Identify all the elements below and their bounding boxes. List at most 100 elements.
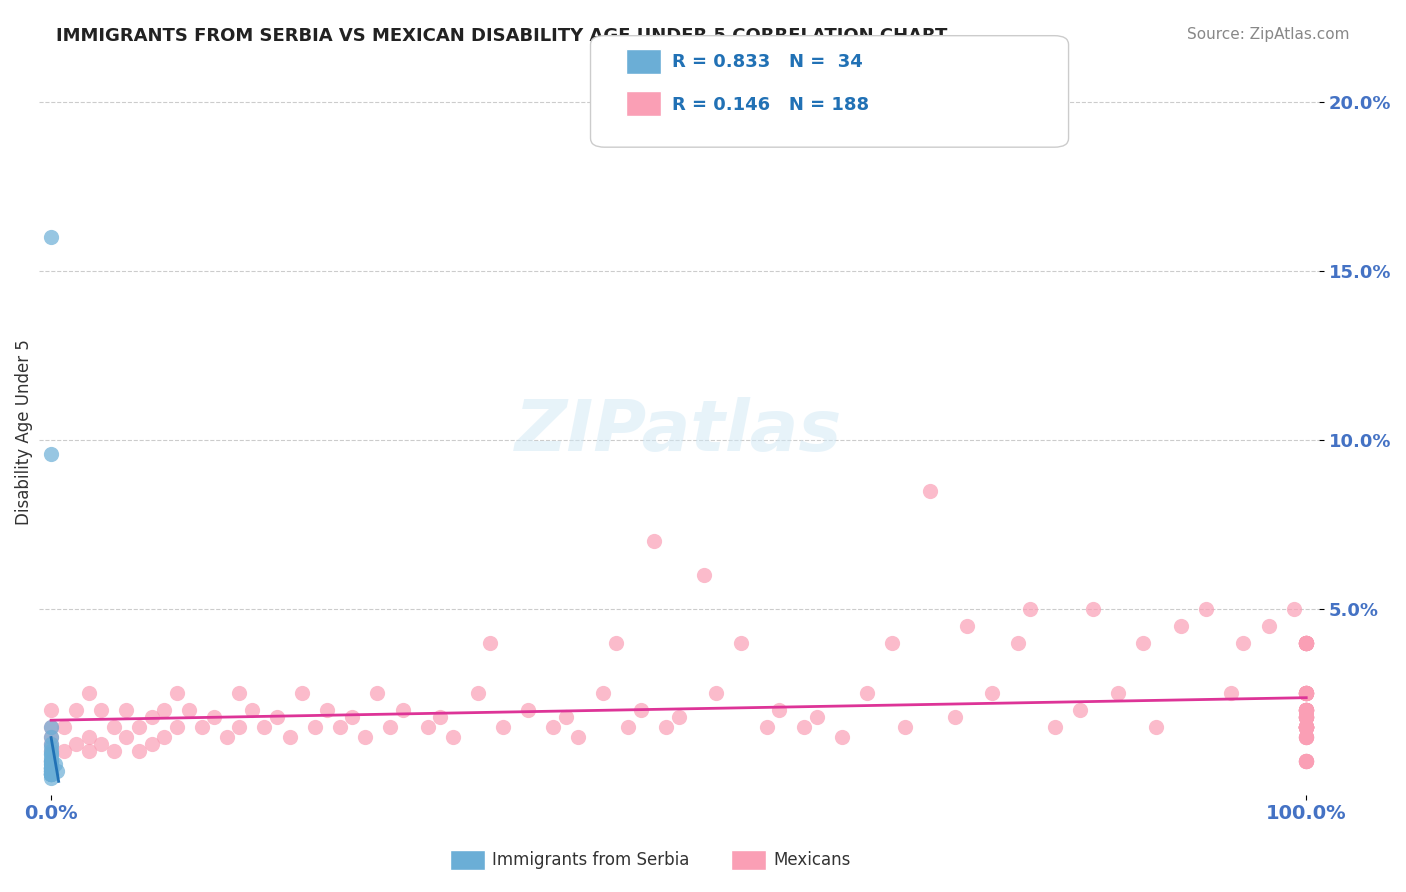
Mexicans xyxy=(630,703,652,717)
Mexicans xyxy=(567,731,589,745)
Mexicans xyxy=(228,720,250,734)
Mexicans xyxy=(215,731,238,745)
Mexicans xyxy=(1295,710,1317,724)
Immigrants from Serbia xyxy=(39,767,62,781)
Mexicans xyxy=(416,720,439,734)
Mexicans xyxy=(668,710,690,724)
Mexicans xyxy=(378,720,401,734)
Mexicans xyxy=(1295,720,1317,734)
Mexicans xyxy=(655,720,678,734)
Mexicans xyxy=(806,710,828,724)
Mexicans xyxy=(1295,710,1317,724)
Immigrants from Serbia xyxy=(39,767,62,781)
Immigrants from Serbia xyxy=(39,747,62,762)
Mexicans xyxy=(1295,720,1317,734)
Mexicans xyxy=(202,710,225,724)
Mexicans xyxy=(755,720,778,734)
Mexicans xyxy=(39,737,62,751)
Mexicans xyxy=(103,744,125,758)
Mexicans xyxy=(1295,686,1317,700)
Mexicans xyxy=(1295,720,1317,734)
Mexicans xyxy=(52,720,75,734)
Mexicans xyxy=(1295,703,1317,717)
Mexicans xyxy=(592,686,614,700)
Mexicans xyxy=(77,744,100,758)
Mexicans xyxy=(768,703,790,717)
Mexicans xyxy=(1170,619,1192,633)
Mexicans xyxy=(1295,703,1317,717)
Immigrants from Serbia xyxy=(39,761,62,775)
Mexicans xyxy=(1295,703,1317,717)
Mexicans xyxy=(1295,731,1317,745)
Mexicans xyxy=(1295,754,1317,768)
Mexicans xyxy=(39,744,62,758)
Mexicans xyxy=(1295,720,1317,734)
Immigrants from Serbia xyxy=(39,767,62,781)
Mexicans xyxy=(1295,720,1317,734)
Mexicans xyxy=(77,731,100,745)
Mexicans xyxy=(1295,686,1317,700)
Mexicans xyxy=(1007,636,1029,650)
Mexicans xyxy=(1219,686,1241,700)
Mexicans xyxy=(1107,686,1129,700)
Immigrants from Serbia xyxy=(39,447,62,461)
Mexicans xyxy=(179,703,201,717)
Mexicans xyxy=(166,686,188,700)
Mexicans xyxy=(1069,703,1091,717)
Mexicans xyxy=(479,636,502,650)
Mexicans xyxy=(1295,754,1317,768)
Mexicans xyxy=(1132,636,1154,650)
Mexicans xyxy=(1295,686,1317,700)
Mexicans xyxy=(1295,686,1317,700)
Mexicans xyxy=(956,619,979,633)
Mexicans xyxy=(115,731,138,745)
Immigrants from Serbia xyxy=(44,757,66,772)
Mexicans xyxy=(1295,720,1317,734)
Mexicans xyxy=(1295,720,1317,734)
Immigrants from Serbia xyxy=(39,767,62,781)
Mexicans xyxy=(1295,686,1317,700)
Mexicans xyxy=(1295,703,1317,717)
Mexicans xyxy=(228,686,250,700)
Text: R = 0.833   N =  34: R = 0.833 N = 34 xyxy=(672,54,863,71)
Mexicans xyxy=(1295,636,1317,650)
Mexicans xyxy=(266,710,288,724)
Mexicans xyxy=(1295,636,1317,650)
Mexicans xyxy=(1295,710,1317,724)
Mexicans xyxy=(128,744,150,758)
Mexicans xyxy=(1295,686,1317,700)
Mexicans xyxy=(39,754,62,768)
Mexicans xyxy=(1295,720,1317,734)
Mexicans xyxy=(366,686,388,700)
Mexicans xyxy=(1081,602,1104,616)
Mexicans xyxy=(90,703,112,717)
Mexicans xyxy=(1295,686,1317,700)
Immigrants from Serbia xyxy=(39,744,62,758)
Mexicans xyxy=(240,703,263,717)
Mexicans xyxy=(1295,720,1317,734)
Immigrants from Serbia xyxy=(39,757,62,772)
Mexicans xyxy=(391,703,413,717)
Mexicans xyxy=(190,720,212,734)
Mexicans xyxy=(880,636,903,650)
Mexicans xyxy=(1295,720,1317,734)
Mexicans xyxy=(704,686,727,700)
Mexicans xyxy=(1295,703,1317,717)
Mexicans xyxy=(1295,686,1317,700)
Mexicans xyxy=(693,568,716,582)
Mexicans xyxy=(153,703,176,717)
Mexicans xyxy=(1295,731,1317,745)
Mexicans xyxy=(1295,754,1317,768)
Text: IMMIGRANTS FROM SERBIA VS MEXICAN DISABILITY AGE UNDER 5 CORRELATION CHART: IMMIGRANTS FROM SERBIA VS MEXICAN DISABI… xyxy=(56,27,948,45)
Mexicans xyxy=(1295,720,1317,734)
Immigrants from Serbia xyxy=(39,767,62,781)
Mexicans xyxy=(128,720,150,734)
Immigrants from Serbia xyxy=(39,761,62,775)
Mexicans xyxy=(1295,686,1317,700)
Mexicans xyxy=(278,731,301,745)
Immigrants from Serbia xyxy=(39,761,62,775)
Mexicans xyxy=(918,483,941,498)
Mexicans xyxy=(1295,710,1317,724)
Mexicans xyxy=(304,720,326,734)
Mexicans xyxy=(1295,703,1317,717)
